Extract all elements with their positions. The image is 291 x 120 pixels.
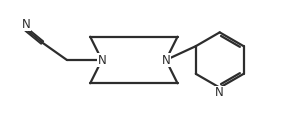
Text: N: N bbox=[215, 86, 224, 99]
Text: N: N bbox=[162, 54, 170, 66]
Text: N: N bbox=[97, 54, 106, 66]
Text: N: N bbox=[22, 18, 31, 31]
